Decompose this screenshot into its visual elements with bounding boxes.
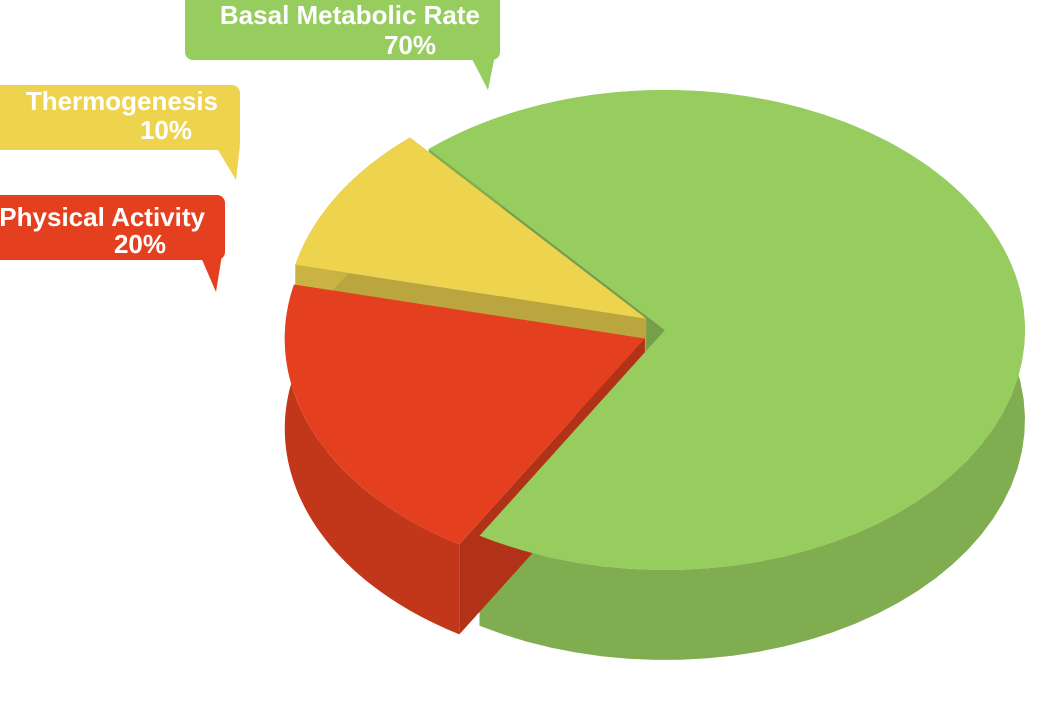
callout-tail (470, 55, 495, 90)
slice (295, 137, 647, 319)
value-label: 70% (384, 30, 436, 60)
callout: Basal Metabolic Rate 70% (185, 0, 500, 90)
callout: Thermogenesis 10% (0, 85, 240, 180)
callout: Physical Activity 20% (0, 195, 225, 292)
callout-tail (200, 255, 222, 292)
callout-tail (215, 145, 240, 180)
pie (284, 90, 1025, 660)
slice-outer-side (284, 284, 460, 635)
value-label: 10% (140, 115, 192, 145)
callout-box (0, 195, 225, 260)
category-label: Basal Metabolic Rate (220, 0, 480, 30)
slice (428, 90, 1025, 570)
value-label: 20% (114, 229, 166, 259)
category-label: Physical Activity (0, 202, 206, 232)
category-label: Thermogenesis (26, 86, 218, 116)
slice-tops (284, 90, 1025, 570)
callout-box (0, 85, 240, 150)
callout-box (185, 0, 500, 60)
slice (284, 284, 645, 545)
